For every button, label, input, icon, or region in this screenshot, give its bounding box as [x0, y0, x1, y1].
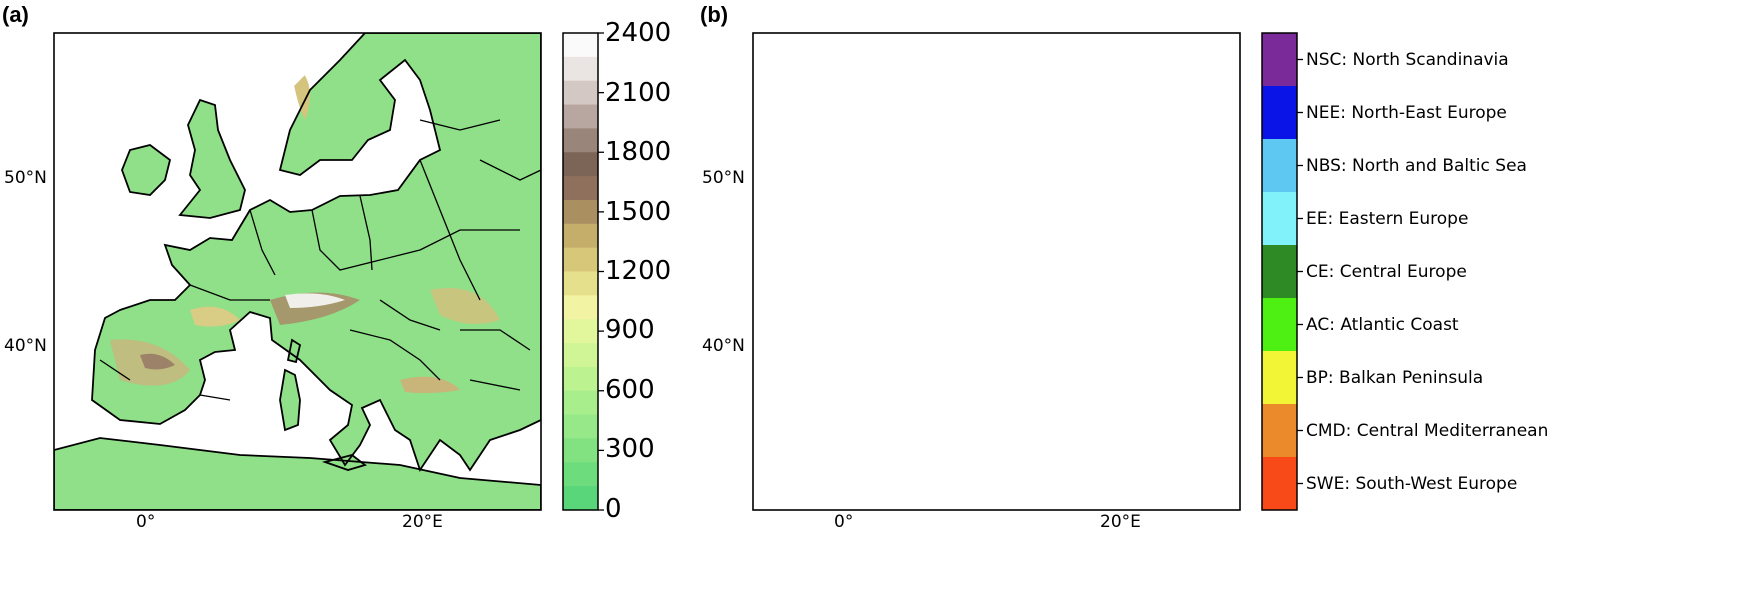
lon-tick-20e-a: 20°E [402, 512, 443, 532]
region-label-ce: CE: Central Europe [1306, 262, 1467, 282]
colorbar-tick: 1200 [605, 256, 672, 286]
colorbar-tick: 300 [605, 434, 655, 464]
colorbar-segment [563, 128, 598, 153]
panel-b-label: (b) [700, 2, 729, 27]
colorbar-segment [563, 199, 598, 225]
colorbar-segment [563, 486, 598, 511]
lat-tick-50-a: 50°N [4, 168, 47, 188]
colorbar-segment [563, 319, 598, 344]
region-label-ee: EE: Eastern Europe [1306, 209, 1469, 229]
lon-tick-20e-b: 20°E [1100, 512, 1141, 532]
region-swatch [1262, 33, 1297, 87]
region-swatch [1262, 351, 1297, 405]
region-swatch [1262, 404, 1297, 458]
region-swatch [1262, 457, 1297, 511]
colorbar-tick: 0 [605, 494, 622, 524]
colorbar-segment [563, 414, 598, 439]
lat-tick-40-a: 40°N [4, 336, 47, 356]
colorbar-segment [563, 271, 598, 296]
lat-tick-50-b: 50°N [702, 168, 745, 188]
colorbar-segment [563, 104, 598, 129]
lat-tick-40-b: 40°N [702, 336, 745, 356]
region-label-nbs: NBS: North and Baltic Sea [1306, 156, 1527, 176]
colorbar-segment [563, 390, 598, 416]
colorbar-segment [563, 295, 598, 320]
region-colorbar-frame [1261, 32, 1298, 511]
region-swatch [1262, 298, 1297, 352]
region-swatch [1262, 86, 1297, 140]
lon-tick-0-a: 0° [136, 512, 156, 532]
colorbar-tick: 1500 [605, 197, 672, 227]
colorbar-segment [563, 438, 598, 463]
colorbar-segment [563, 462, 598, 487]
colorbar-segment [563, 152, 598, 177]
region-swatch [1262, 139, 1297, 193]
colorbar-segment [563, 366, 598, 392]
colorbar-tick: 2100 [605, 78, 672, 108]
colorbar-segment [563, 176, 598, 201]
region-swatch [1262, 245, 1297, 299]
colorbar-segment [563, 223, 598, 249]
region-label-nee: NEE: North-East Europe [1306, 103, 1507, 123]
region-label-nsc: NSC: North Scandinavia [1306, 50, 1509, 70]
colorbar-tick: 600 [605, 375, 655, 405]
colorbar-segment [563, 343, 598, 368]
colorbar-segment [563, 33, 598, 58]
panel-a-label: (a) [2, 2, 29, 27]
colorbar-segment [563, 247, 598, 272]
region-label-bp: BP: Balkan Peninsula [1306, 368, 1484, 388]
region-label-swe: SWE: South-West Europe [1306, 474, 1518, 494]
colorbar-tick: 2400 [605, 18, 672, 48]
region-label-ac: AC: Atlantic Coast [1306, 315, 1459, 335]
colorbar-segment [563, 80, 598, 106]
region-label-cmd: CMD: Central Mediterranean [1306, 421, 1549, 441]
colorbar-segment [563, 56, 598, 82]
region-swatch [1262, 192, 1297, 246]
colorbar-tick: 1800 [605, 137, 672, 167]
lon-tick-0-b: 0° [834, 512, 854, 532]
colorbar-tick: 900 [605, 315, 655, 345]
